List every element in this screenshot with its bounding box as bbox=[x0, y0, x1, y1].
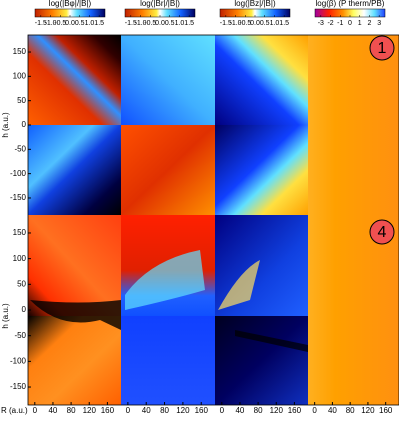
field-map bbox=[215, 35, 308, 125]
x-tick-label: 40 bbox=[48, 406, 57, 415]
panels bbox=[28, 35, 399, 405]
x-tick-label: 0 bbox=[33, 406, 38, 415]
colorbar-tick-label: -1.0 bbox=[45, 20, 57, 27]
field-map bbox=[215, 316, 308, 405]
colorbar-label: log(|Bz|/|B|) bbox=[234, 0, 276, 8]
y-tick-label: 150 bbox=[13, 228, 27, 237]
colorbar-tick-label: -2 bbox=[327, 20, 333, 27]
colorbar-tick-label: -0.5 bbox=[54, 20, 66, 27]
field-map bbox=[215, 125, 308, 215]
colorbar-tick-label: 3 bbox=[377, 20, 381, 27]
panel-label: 1 bbox=[378, 40, 387, 57]
colorbar-tick-label: -3 bbox=[318, 20, 324, 27]
colorbar-tick-label: 2 bbox=[367, 20, 371, 27]
x-tick-label: 80 bbox=[160, 406, 169, 415]
field-map bbox=[308, 215, 399, 405]
feature bbox=[125, 250, 205, 310]
y-tick-label: 150 bbox=[13, 47, 27, 56]
field-map bbox=[308, 35, 399, 215]
frame bbox=[27, 34, 399, 406]
x-tick-label: 80 bbox=[254, 406, 263, 415]
y-tick-label: 0 bbox=[22, 120, 27, 129]
x-axis-label: R (a.u.) bbox=[1, 406, 28, 415]
colorbar-tick-label: -1.5 bbox=[125, 20, 137, 27]
x-tick-label: 0 bbox=[220, 406, 225, 415]
y-axis-label: h (a.u.) bbox=[1, 303, 10, 329]
x-tick-label: 160 bbox=[379, 406, 393, 415]
colorbar-tick-label: -1.0 bbox=[230, 20, 242, 27]
x-tick-label: 40 bbox=[235, 406, 244, 415]
y-tick-label: 100 bbox=[13, 71, 27, 80]
y-axis-label: h (a.u.) bbox=[1, 112, 10, 138]
x-tick-label: 80 bbox=[67, 406, 76, 415]
x-tick-label: 160 bbox=[101, 406, 115, 415]
x-tick-label: 0 bbox=[126, 406, 131, 415]
y-tick-label: -50 bbox=[14, 331, 26, 340]
y-tick-label: 100 bbox=[13, 254, 27, 263]
colorbar-label: log(|Bφ|/|B|) bbox=[49, 0, 92, 8]
y-tick-label: -50 bbox=[14, 144, 26, 153]
panel-badge bbox=[369, 35, 395, 61]
y-tick-label: 0 bbox=[22, 305, 27, 314]
field-map bbox=[28, 316, 121, 405]
x-tick-label: 160 bbox=[195, 406, 209, 415]
colorbar-tick-label: 1.5 bbox=[94, 20, 104, 27]
colorbar-tick-label: -1.5 bbox=[220, 20, 232, 27]
colorbar-tick-label: 0.0 bbox=[65, 20, 75, 27]
colorbar-tick-label: 0.5 bbox=[165, 20, 175, 27]
colorbar-tick-label: 0 bbox=[348, 20, 352, 27]
x-tick-label: 120 bbox=[83, 406, 97, 415]
panel-label: 4 bbox=[378, 224, 387, 241]
colorbar-tick-label: -0.5 bbox=[239, 20, 251, 27]
colorbar-tick-label: -1.5 bbox=[35, 20, 47, 27]
x-tick-label: 120 bbox=[176, 406, 190, 415]
feature bbox=[218, 260, 260, 310]
colorbar-tick-label: 1.0 bbox=[270, 20, 280, 27]
colorbar-tick-label: -1.0 bbox=[135, 20, 147, 27]
y-tick-label: -150 bbox=[10, 382, 27, 391]
colorbar-tick-label: 1.5 bbox=[184, 20, 194, 27]
y-tick-label: -150 bbox=[10, 193, 27, 202]
field-map bbox=[28, 125, 121, 215]
x-tick-label: 0 bbox=[312, 406, 317, 415]
y-tick-label: 50 bbox=[17, 279, 26, 288]
y-tick-label: -100 bbox=[10, 169, 27, 178]
field-map bbox=[28, 215, 121, 316]
field-map bbox=[121, 35, 215, 125]
feature bbox=[30, 300, 121, 330]
field-map bbox=[121, 125, 215, 215]
feature bbox=[235, 330, 308, 352]
x-tick-label: 120 bbox=[361, 406, 375, 415]
colorbar-tick-label: 1.0 bbox=[85, 20, 95, 27]
colorbar-tick-label: 1.0 bbox=[175, 20, 185, 27]
colorbar-tick-label: 1.5 bbox=[279, 20, 289, 27]
x-tick-label: 40 bbox=[142, 406, 151, 415]
field-map bbox=[121, 316, 215, 405]
colorbar-tick-label: -0.5 bbox=[144, 20, 156, 27]
colorbar-tick-label: 0.5 bbox=[75, 20, 85, 27]
panel-badge bbox=[369, 219, 395, 245]
field-map bbox=[28, 35, 121, 125]
x-tick-label: 120 bbox=[270, 406, 284, 415]
x-tick-label: 80 bbox=[346, 406, 355, 415]
y-tick-label: 50 bbox=[17, 96, 26, 105]
colorbar-label: log(β) (P therm/PB) bbox=[316, 0, 385, 8]
colorbar-tick-label: 0.0 bbox=[250, 20, 260, 27]
colorbar-tick-label: 0.5 bbox=[260, 20, 270, 27]
colorbar-tick-label: 1 bbox=[358, 20, 362, 27]
x-tick-label: 40 bbox=[328, 406, 337, 415]
colorbar-tick-label: -1 bbox=[337, 20, 343, 27]
colorbar-tick-label: 0.0 bbox=[155, 20, 165, 27]
y-tick-label: -100 bbox=[10, 356, 27, 365]
colorbar-label: log(|Br|/|B|) bbox=[140, 0, 180, 8]
x-tick-label: 160 bbox=[288, 406, 302, 415]
